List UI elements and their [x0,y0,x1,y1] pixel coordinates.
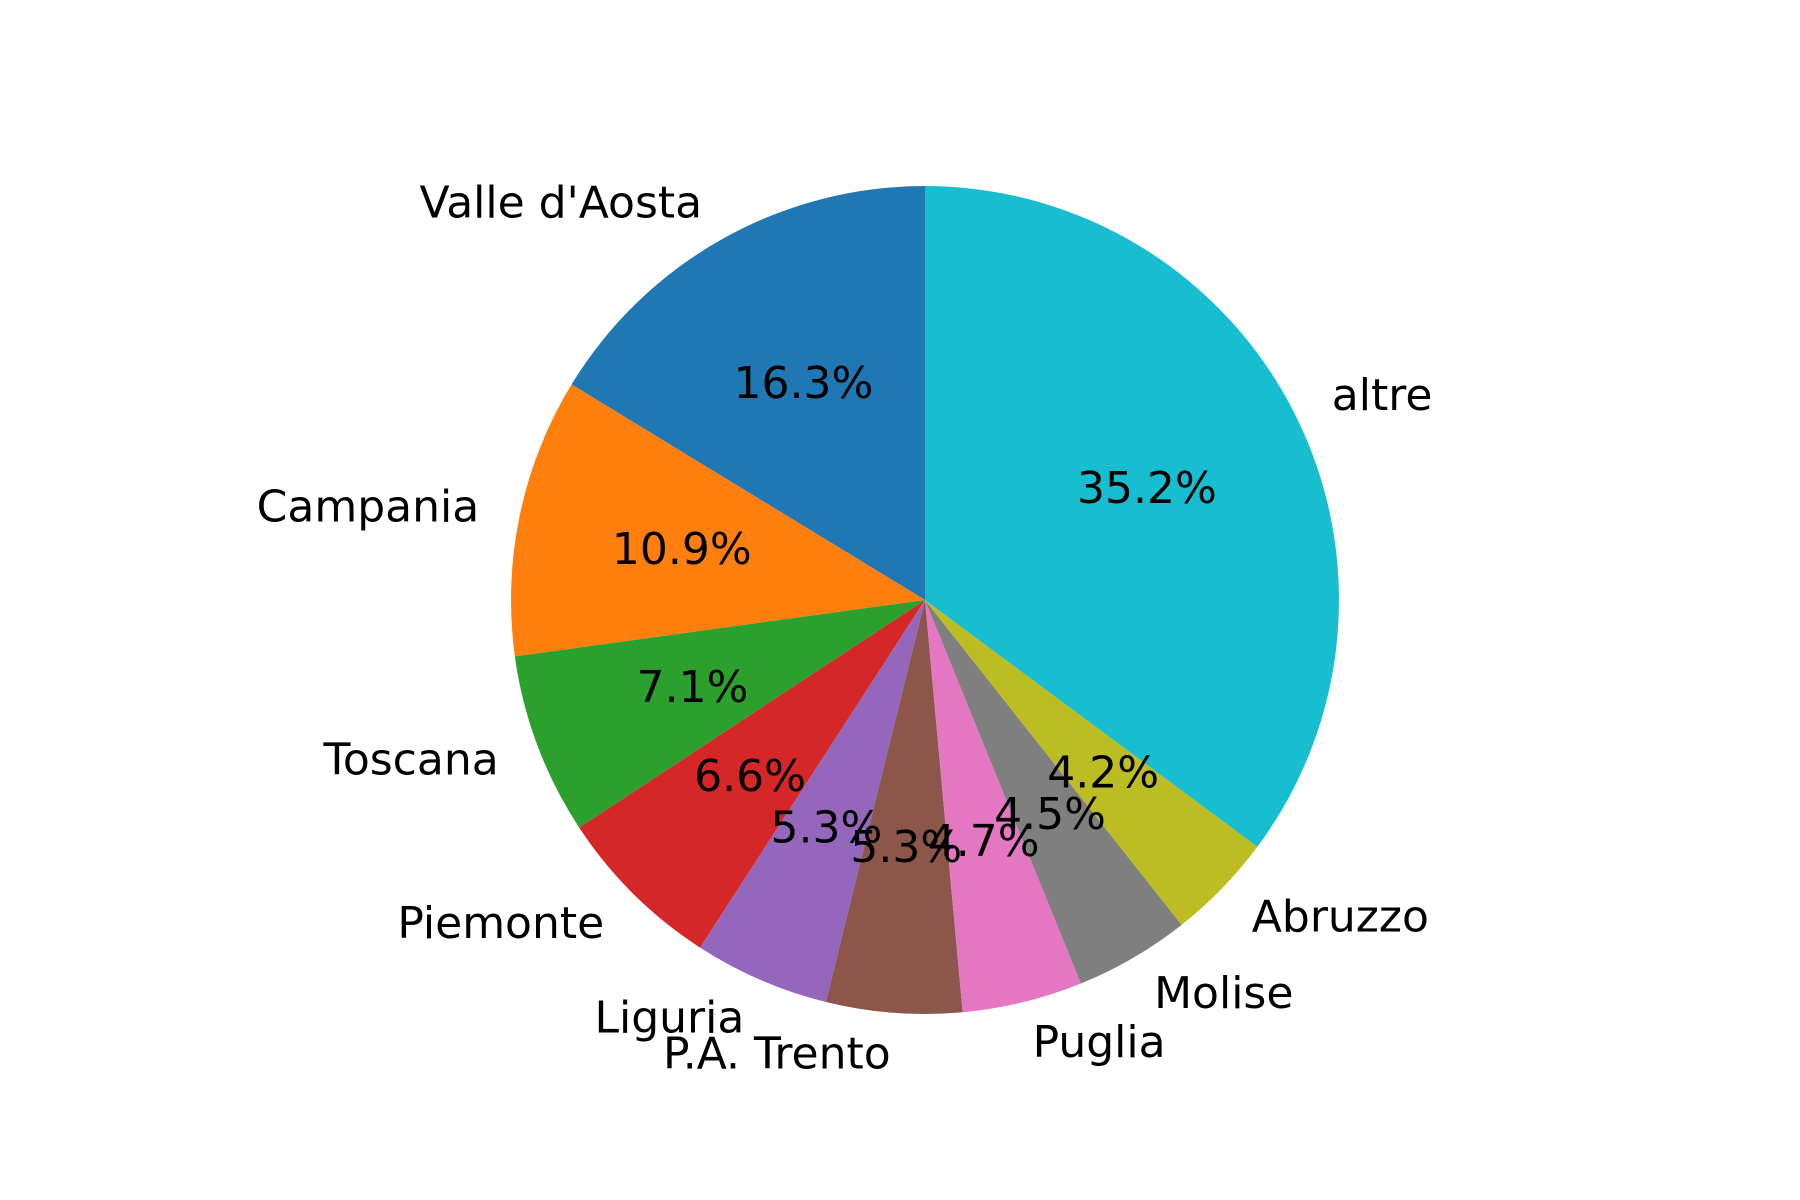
labels-layer: Valle d'Aosta 16.3% Campania 10.9% Toscana 7.… [257,177,1433,1079]
pie-slice [514,600,925,828]
pie-slice [510,384,925,657]
slice-percent-label: 5.3% [771,803,883,854]
slice-label: Valle d'Aosta [420,177,703,228]
pie-slice [925,600,1258,925]
slice-label: Abruzzo [1252,892,1429,943]
pie-slice [925,600,1182,984]
slice-percent-label: 16.3% [734,358,874,409]
slice-label: Piemonte [397,898,604,949]
pie-slice [925,186,1339,847]
slice-percent-label: 6.6% [694,751,806,802]
slices-layer [510,186,1339,1015]
slice-percent-label: 4.7% [928,816,1040,867]
slice-percent-label: 10.9% [612,524,752,575]
slice-percent-label: 5.3% [850,822,962,873]
slice-label: P.A. Trento [663,1029,891,1080]
slice-label: Molise [1154,968,1293,1019]
pie-slice [579,600,925,948]
slice-label: Liguria [594,993,744,1044]
slice-percent-label: 4.5% [994,789,1106,840]
slice-label: Campania [257,482,480,533]
pie-slice [925,600,1081,1013]
slice-label: Toscana [322,735,498,786]
pie-slice [700,600,925,1002]
slice-label: Puglia [1033,1017,1166,1068]
slice-label: altre [1332,370,1433,421]
pie-slice [571,186,925,600]
slice-percent-label: 35.2% [1077,463,1217,514]
slice-percent-label: 7.1% [637,662,749,713]
pie-slice [825,600,963,1015]
slice-percent-label: 4.2% [1047,748,1159,799]
